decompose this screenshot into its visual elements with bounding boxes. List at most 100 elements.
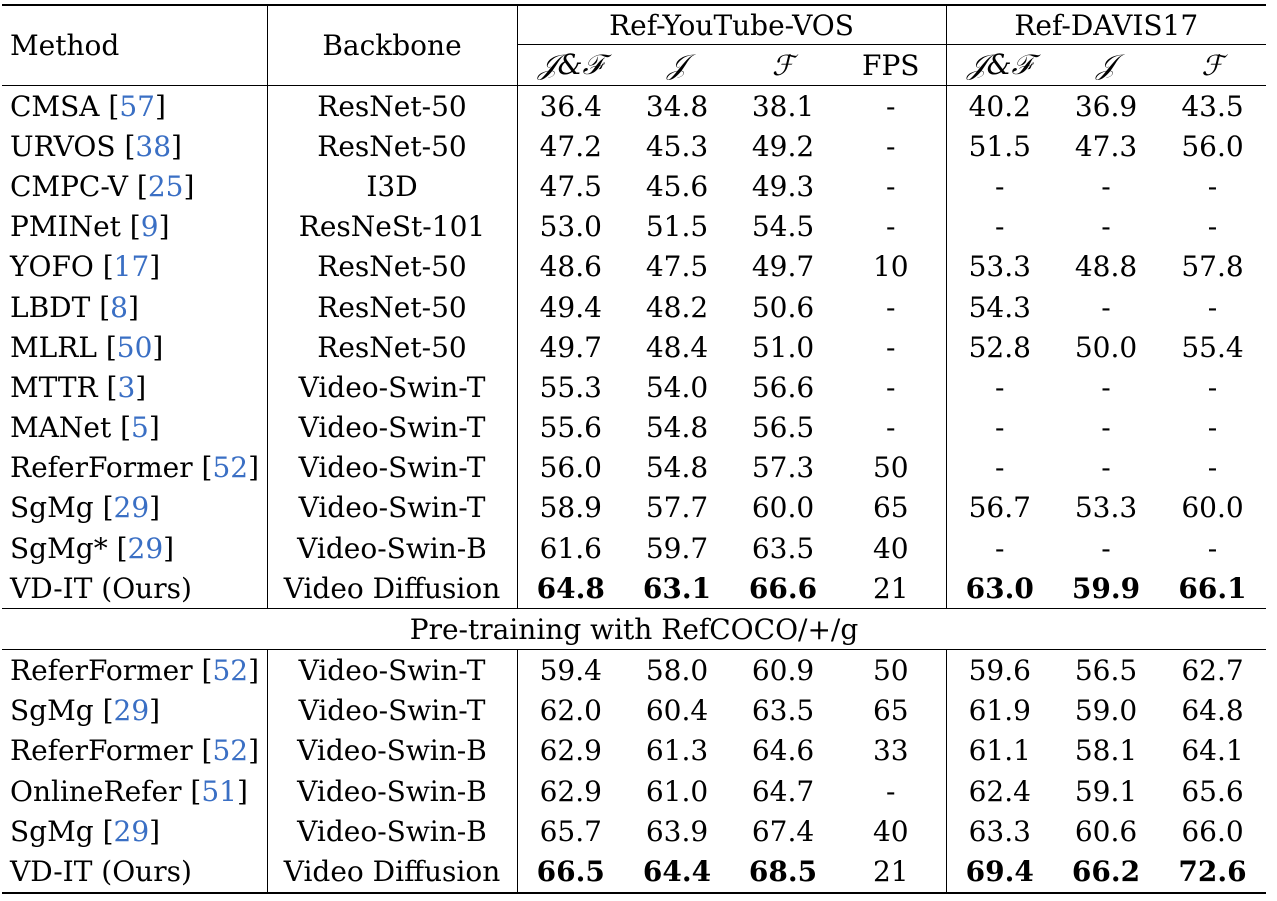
youtube-value-cell: 54.8 [645, 411, 709, 445]
method-cell: ReferFormer [52] [2, 730, 268, 771]
method-name: MANet [10, 411, 112, 445]
youtube-value-cell: 34.8 [624, 85, 730, 127]
table-row: MLRL [50] ResNet-50 49.7 48.4 51.0-52.8 50.0 5… [2, 327, 1266, 368]
header-yt-j: 𝒥 [624, 44, 730, 86]
header-davis-f: ℱ [1159, 44, 1267, 86]
citation-link[interactable]: 29 [113, 694, 150, 728]
youtube-value-cell: 64.8 [536, 571, 605, 605]
citation-link[interactable]: 52 [212, 451, 249, 485]
davis-value-cell: 47.3 [1074, 129, 1138, 163]
citation-link[interactable]: 52 [212, 654, 249, 688]
youtube-value-cell: 47.5 [645, 250, 709, 284]
header-yt-jf: 𝒥&ℱ [517, 44, 624, 86]
citation-link[interactable]: 9 [140, 210, 159, 244]
youtube-value-cell: 60.9 [730, 649, 836, 691]
davis-value-cell: - [995, 370, 1005, 404]
davis-value-cell: - [995, 169, 1005, 203]
method-name: ReferFormer [10, 734, 193, 768]
youtube-value-cell: 48.4 [645, 330, 709, 364]
method-cell: MANet [5] [2, 407, 268, 448]
table-row: SgMg [29] Video-Swin-B 65.7 63.9 67.4 40 63.3 6… [2, 811, 1266, 852]
youtube-value-cell: 47.5 [539, 169, 602, 203]
davis-value-cell: 59.9 [1071, 571, 1141, 605]
youtube-value-cell: 63.1 [642, 571, 712, 605]
method-cell: MLRL [50] [2, 327, 268, 368]
citation-link[interactable]: 8 [110, 290, 128, 324]
method-name: ReferFormer [10, 451, 193, 485]
table-row: YOFO [17] ResNet-50 48.6 47.5 49.7 10 53.3 48.8… [2, 246, 1266, 287]
youtube-value-cell: 61.6 [539, 531, 602, 565]
youtube-value-cell: 50 [836, 649, 947, 691]
citation-link[interactable]: 51 [201, 774, 237, 808]
table-row: ReferFormer [52] Video-Swin-T 59.4 58.0 60.9… [2, 649, 1267, 691]
davis-value-cell: - [1207, 451, 1218, 485]
backbone-cell: Video-Swin-T [267, 447, 518, 488]
youtube-value-cell: - [836, 126, 947, 167]
youtube-value-cell: 66.6 [748, 571, 818, 605]
davis-value-cell: 53.3 [1074, 491, 1138, 525]
davis-value-cell: 62.4 [968, 774, 1031, 808]
citation-link[interactable]: 5 [131, 411, 149, 445]
section-row: Pre-training with RefCOCO/+/g [2, 608, 1267, 650]
youtube-value-cell: - [836, 85, 947, 127]
citation-link[interactable]: 50 [116, 330, 153, 364]
citation-link[interactable]: 52 [212, 734, 249, 768]
youtube-value-cell: 59.4 [517, 649, 624, 691]
backbone-cell: Video-Swin-B [267, 528, 518, 569]
header-row-groups: Method Backbone Ref-YouTube-VOS Ref-DAVI… [2, 4, 1267, 86]
youtube-value-cell: 49.7 [539, 330, 602, 364]
citation-link[interactable]: 25 [147, 169, 184, 203]
table-row: SgMg [29] Video-Swin-T 58.9 57.7 60.0 65 56.7 5… [2, 487, 1266, 529]
davis-value-cell: 64.8 [1181, 694, 1244, 728]
davis-value-cell: 50.0 [1074, 330, 1138, 364]
backbone-cell: Video-Swin-T [267, 487, 518, 529]
header-yt-f: ℱ [730, 44, 836, 86]
method-cell: VD-IT (Ours) [2, 851, 268, 894]
youtube-value-cell: 49.3 [751, 169, 815, 203]
method-name: SgMg [10, 814, 94, 848]
method-name: MTTR [10, 370, 98, 404]
davis-value-cell: 48.8 [1074, 250, 1138, 284]
davis-value-cell: - [1207, 210, 1218, 244]
table-row: CMSA [57] ResNet-50 36.4 34.8 38.1-40.2 36.9 4… [2, 85, 1267, 127]
youtube-value-cell: 62.9 [539, 734, 602, 768]
youtube-value-cell: 67.4 [751, 814, 815, 848]
citation-link[interactable]: 29 [127, 531, 164, 565]
citation-link[interactable]: 29 [113, 491, 150, 525]
method-name: OnlineRefer [10, 774, 182, 808]
davis-value-cell: 60.6 [1074, 814, 1138, 848]
citation-link[interactable]: 17 [113, 250, 150, 284]
backbone-cell: Video-Swin-T [267, 649, 518, 691]
citation-link[interactable]: 38 [135, 129, 172, 163]
method-cell: VD-IT (Ours) [2, 568, 268, 609]
youtube-value-cell: - [836, 771, 947, 812]
youtube-value-cell: 55.3 [539, 370, 602, 404]
youtube-value-cell: 58.9 [539, 491, 602, 525]
youtube-value-cell: 65 [836, 487, 947, 529]
citation-link[interactable]: 3 [117, 370, 136, 404]
youtube-value-cell: 63.5 [751, 694, 815, 728]
method-cell: CMSA [57] [2, 85, 268, 127]
youtube-value-cell: 45.6 [645, 169, 709, 203]
method-name: SgMg* [10, 531, 108, 565]
table-row: SgMg [29] Video-Swin-T 62.0 60.4 63.5 65 61.9 5… [2, 690, 1266, 731]
youtube-value-cell: 59.7 [645, 531, 709, 565]
method-cell: SgMg* [29] [2, 528, 268, 569]
davis-value-cell: - [995, 210, 1005, 244]
backbone-cell: ResNet-50 [267, 327, 518, 368]
youtube-value-cell: 54.5 [751, 210, 815, 244]
youtube-value-cell: 54.8 [645, 451, 709, 485]
header-group-davis: Ref-DAVIS17 [946, 4, 1267, 45]
youtube-value-cell: 33 [836, 730, 947, 771]
header-group-youtube: Ref-YouTube-VOS [517, 4, 947, 45]
citation-link[interactable]: 29 [113, 814, 150, 848]
citation-link[interactable]: 57 [119, 89, 155, 123]
youtube-value-cell: 38.1 [730, 85, 836, 127]
table-row: MTTR [3] Video-Swin-T 55.3 54.0 56.6- - - - [2, 367, 1266, 408]
youtube-value-cell: 49.4 [539, 290, 602, 324]
youtube-value-cell: 50.6 [751, 290, 815, 324]
backbone-cell: ResNet-50 [267, 286, 518, 328]
davis-value-cell: 66.0 [1181, 814, 1244, 848]
youtube-value-cell: - [836, 166, 947, 207]
davis-value-cell: 59.0 [1074, 694, 1138, 728]
